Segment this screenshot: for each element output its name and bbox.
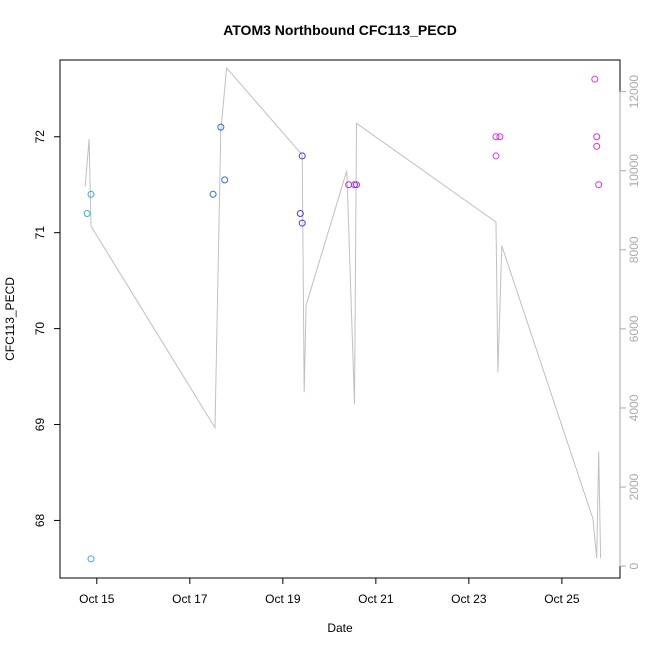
y2-tick-label: 6000 bbox=[627, 315, 641, 342]
x-tick-label: Oct 15 bbox=[79, 592, 115, 606]
y-axis-right: 0 2000 4000 6000 8000 10000 12000 bbox=[619, 75, 641, 569]
y-axis-left: 68 69 70 71 72 bbox=[33, 130, 61, 527]
data-point bbox=[298, 152, 306, 160]
data-point bbox=[217, 123, 225, 131]
x-tick-label: Oct 21 bbox=[358, 592, 394, 606]
x-tick-label: Oct 25 bbox=[544, 592, 580, 606]
data-point bbox=[593, 133, 601, 141]
data-point bbox=[496, 133, 504, 141]
y-tick-label: 72 bbox=[33, 130, 47, 144]
data-point bbox=[83, 209, 91, 217]
secondary-line-layer bbox=[84, 66, 602, 559]
points-layer bbox=[83, 75, 603, 563]
data-point bbox=[352, 181, 360, 189]
y2-tick-label: 10000 bbox=[627, 154, 641, 188]
x-tick-label: Oct 19 bbox=[265, 592, 301, 606]
data-point bbox=[593, 142, 601, 150]
y-tick-label: 70 bbox=[33, 322, 47, 336]
secondary-series-line bbox=[84, 66, 602, 559]
data-point bbox=[296, 209, 304, 217]
x-axis: Oct 15 Oct 17 Oct 19 Oct 21 Oct 23 Oct 25 bbox=[79, 577, 580, 606]
y-tick-label: 68 bbox=[33, 513, 47, 527]
x-tick-label: Oct 23 bbox=[451, 592, 487, 606]
y2-tick-label: 4000 bbox=[627, 394, 641, 421]
data-point bbox=[492, 133, 500, 141]
y-tick-label: 71 bbox=[33, 226, 47, 240]
plot-frame bbox=[59, 59, 621, 579]
data-point bbox=[298, 219, 306, 227]
data-point bbox=[351, 181, 359, 189]
y2-tick-label: 12000 bbox=[627, 75, 641, 109]
data-point bbox=[595, 181, 603, 189]
y2-tick-label: 0 bbox=[627, 562, 641, 569]
data-point bbox=[221, 176, 229, 184]
data-point bbox=[87, 190, 95, 198]
y-tick-label: 69 bbox=[33, 418, 47, 432]
data-point bbox=[492, 152, 500, 160]
y2-tick-label: 2000 bbox=[627, 473, 641, 500]
data-point bbox=[209, 190, 217, 198]
x-axis-label: Date bbox=[327, 621, 353, 635]
data-point bbox=[345, 181, 353, 189]
data-point bbox=[591, 75, 599, 83]
data-point bbox=[87, 555, 95, 563]
x-tick-label: Oct 17 bbox=[172, 592, 208, 606]
y2-tick-label: 8000 bbox=[627, 236, 641, 263]
chart-title: ATOM3 Northbound CFC113_PECD bbox=[223, 22, 457, 38]
y-axis-label: CFC113_PECD bbox=[3, 277, 17, 361]
